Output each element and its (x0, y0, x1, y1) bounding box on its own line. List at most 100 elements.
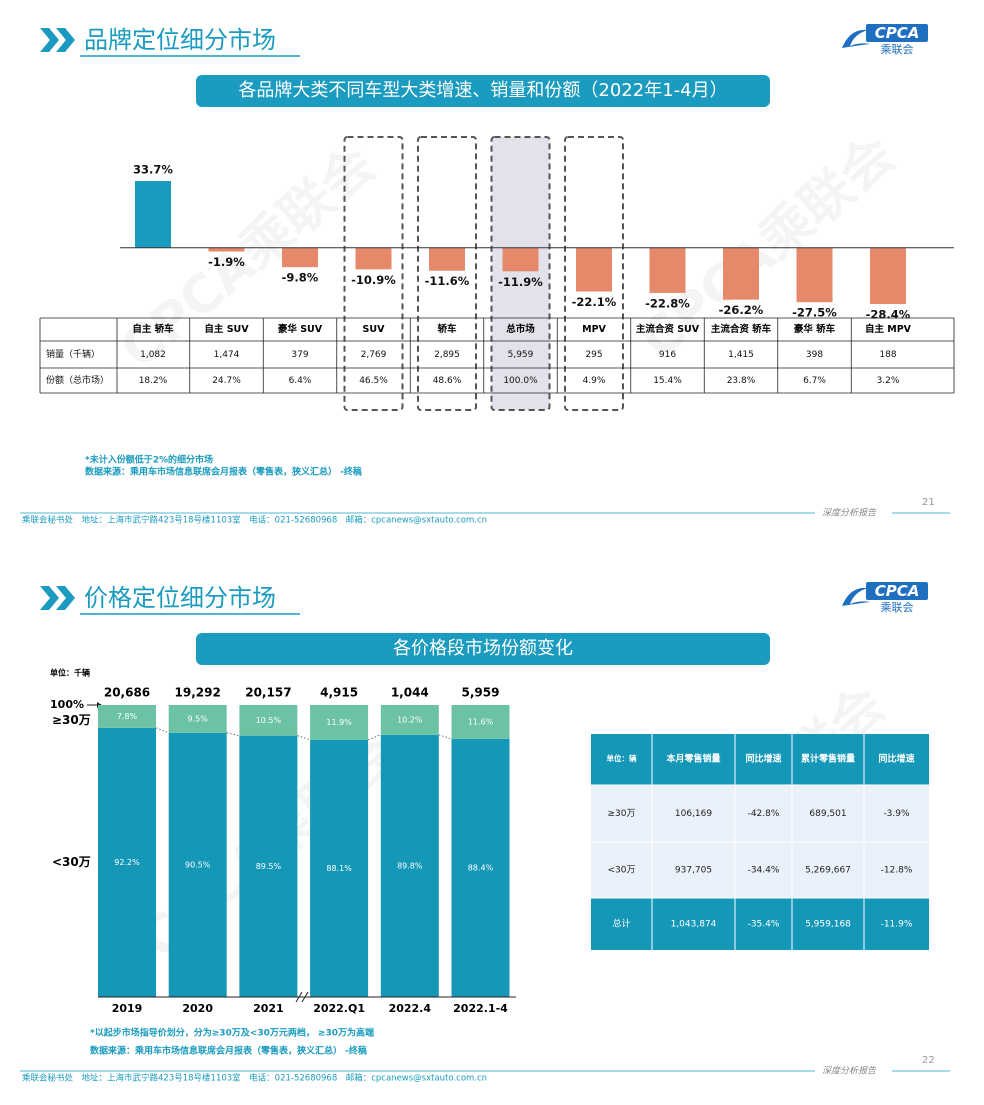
data-label: -1.9% (208, 255, 245, 269)
table-cell: 916 (659, 350, 676, 360)
segment-label: 11.6% (468, 717, 494, 726)
connector (155, 727, 169, 734)
table-cell: 18.2% (139, 376, 168, 386)
table-header: 自主 SUV (204, 323, 249, 335)
total-label: 1,044 (391, 686, 429, 700)
total-label: 19,292 (175, 686, 221, 700)
table-cell: 100.0% (503, 376, 538, 386)
footer-right: 深度分析报告 (822, 1066, 877, 1077)
table-cell: 2,769 (361, 350, 387, 360)
bar (355, 247, 392, 270)
logo-swirl (842, 587, 870, 606)
table-cell: ≥30万 (608, 809, 636, 819)
table-header: SUV (363, 324, 386, 335)
connector (367, 734, 381, 741)
data-label: -26.2% (719, 303, 764, 317)
axis-break (295, 991, 303, 1003)
segment-label: 88.1% (326, 864, 352, 873)
segment-label: 11.9% (326, 718, 352, 727)
data-label: -22.1% (572, 295, 617, 309)
bar-segment (380, 734, 439, 997)
table-cell: 4.9% (583, 376, 606, 386)
bar-segment (380, 705, 439, 735)
highlight-box (564, 136, 624, 411)
table-cell: -35.4% (748, 920, 780, 930)
table-cell: -11.9% (881, 920, 913, 930)
connector (226, 732, 240, 737)
banner (196, 75, 770, 107)
table-cell: 份额（总市场） (46, 374, 109, 386)
logo-text: CPCA (875, 24, 920, 42)
data-label: -11.9% (498, 275, 543, 289)
total-label: 4,915 (320, 686, 358, 700)
table-cell: 106,169 (675, 809, 712, 819)
data-label: 33.7% (133, 163, 173, 177)
table-cell: 5,959 (508, 350, 534, 360)
table-row (591, 734, 929, 785)
data-label: -11.6% (425, 274, 470, 288)
total-label: 20,686 (104, 686, 150, 700)
table-cell: 937,705 (675, 866, 712, 876)
table-cell: <30万 (608, 866, 636, 876)
table-cell: 总计 (612, 918, 630, 930)
bar (870, 247, 906, 304)
bar-segment (168, 705, 227, 733)
logo-text: CPCA (875, 582, 920, 600)
table-cell: 5,959,168 (805, 920, 851, 930)
logo-box (866, 24, 928, 42)
logo-sub: 乘联会 (881, 43, 914, 56)
chevron (56, 28, 75, 52)
table-cell: 销量（千辆） (46, 348, 100, 360)
table-cell: 46.5% (359, 376, 388, 386)
bar-segment (98, 727, 156, 997)
table-header: 累计零售销量 (801, 753, 855, 765)
note: *未计入份额低于2%的细分市场 (85, 454, 213, 466)
table-header: 同比增速 (745, 753, 781, 765)
bar-segment (310, 705, 369, 740)
footer-left: 乘联会秘书处 地址：上海市武宁路423号18号楼1103室 电话：021-526… (22, 515, 487, 526)
table-cell: 6.4% (289, 376, 312, 386)
segment-label: 89.5% (256, 862, 282, 871)
table-cell: 15.4% (653, 376, 682, 386)
y-tick-label: 100% (50, 698, 84, 711)
footer-left: 乘联会秘书处 地址：上海市武宁路423号18号楼1103室 电话：021-526… (22, 1073, 487, 1084)
table-header: 同比增速 (878, 753, 914, 765)
segment-label: 88.4% (468, 863, 494, 872)
x-tick-label: 2020 (182, 1002, 213, 1015)
table-cell: 48.6% (433, 376, 462, 386)
table-header: MPV (582, 324, 606, 335)
data-label: -28.4% (866, 308, 911, 322)
x-tick-label: 2022.4 (389, 1002, 432, 1015)
table-cell: 1,043,874 (671, 920, 717, 930)
table-cell: 2,895 (434, 350, 460, 360)
bar (576, 247, 612, 292)
table-cell: -42.8% (748, 809, 780, 819)
table-header: 轿车 (437, 323, 457, 335)
note: 数据来源：乘用车市场信息联席会月报表（零售表，狭义汇总） -终稿 (85, 466, 362, 478)
x-tick-label: 2022.1-4 (453, 1002, 508, 1015)
table-cell: 23.8% (727, 376, 756, 386)
table-cell: 24.7% (212, 376, 241, 386)
chevron (40, 586, 59, 610)
bar-segment (451, 738, 510, 997)
table-header: 主流合资 SUV (636, 323, 700, 335)
highlight-box (490, 136, 551, 411)
banner-text: 各价格段市场份额变化 (393, 638, 573, 659)
axis-break (301, 991, 309, 1003)
table-cell: 1,474 (214, 350, 240, 360)
table-row (591, 785, 929, 842)
segment-label: 92.2% (114, 858, 140, 867)
data-label: -27.5% (792, 306, 837, 320)
x-tick-label: 2019 (112, 1002, 143, 1015)
bar-segment (310, 739, 369, 997)
table-cell: -12.8% (881, 866, 913, 876)
banner (196, 633, 770, 665)
bar (282, 247, 318, 268)
bar (208, 247, 245, 252)
highlight-box (343, 136, 404, 411)
heading: 价格定位细分市场 (84, 584, 276, 612)
bar-segment (451, 705, 510, 739)
table-header: 自主 轿车 (132, 323, 174, 335)
bar-segment (168, 732, 227, 997)
table-cell: 398 (806, 350, 823, 360)
